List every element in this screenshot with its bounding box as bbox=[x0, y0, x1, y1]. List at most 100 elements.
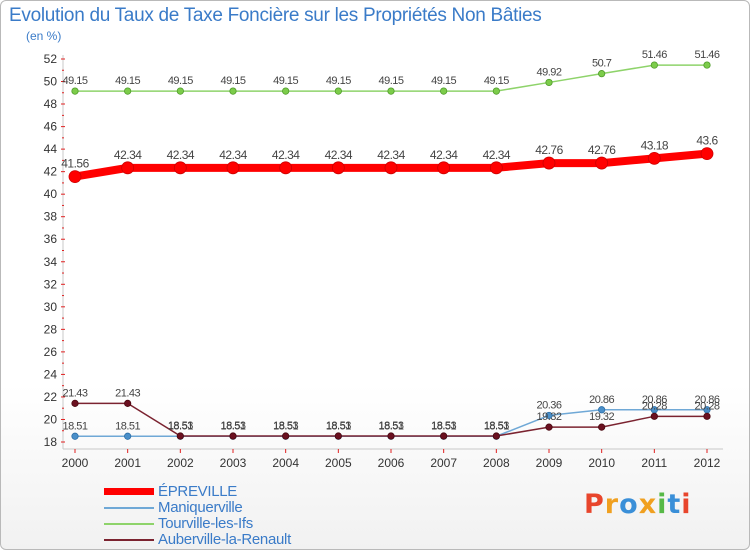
data-label: 49.15 bbox=[168, 75, 193, 87]
data-point bbox=[703, 61, 711, 69]
data-label: 49.15 bbox=[62, 75, 87, 87]
legend-swatch bbox=[104, 488, 154, 495]
y-tick-label: 36 bbox=[44, 232, 58, 246]
data-point bbox=[440, 87, 448, 95]
data-label: 42.34 bbox=[272, 148, 300, 162]
x-tick-label: 2001 bbox=[114, 456, 141, 470]
data-label: 18.51 bbox=[484, 420, 509, 432]
data-label: 51.46 bbox=[642, 49, 667, 61]
x-tick-label: 2010 bbox=[588, 456, 615, 470]
data-point bbox=[229, 87, 237, 95]
data-point bbox=[545, 78, 553, 87]
x-tick-label: 2012 bbox=[694, 456, 721, 470]
data-label: 43.18 bbox=[641, 138, 669, 152]
logo-letter: i bbox=[681, 489, 692, 520]
y-tick-label: 20 bbox=[44, 412, 58, 426]
proxiti-logo: Proxiti bbox=[584, 489, 692, 520]
data-point bbox=[437, 161, 451, 175]
data-point bbox=[703, 412, 711, 420]
data-point bbox=[334, 87, 342, 95]
data-point bbox=[700, 147, 714, 161]
data-point bbox=[598, 423, 606, 431]
logo-letter: x bbox=[638, 489, 658, 520]
data-point bbox=[71, 432, 79, 440]
data-point bbox=[71, 399, 79, 407]
data-label: 19.32 bbox=[589, 411, 614, 423]
data-label: 18.51 bbox=[273, 420, 298, 432]
data-label: 18.51 bbox=[378, 420, 403, 432]
data-point bbox=[440, 432, 448, 440]
data-label: 51.46 bbox=[694, 49, 719, 61]
x-tick-label: 2007 bbox=[430, 456, 457, 470]
y-tick-label: 50 bbox=[44, 75, 58, 89]
data-label: 42.76 bbox=[588, 143, 616, 157]
data-point bbox=[598, 406, 606, 414]
data-label: 20.28 bbox=[642, 400, 667, 412]
data-point bbox=[331, 161, 345, 175]
y-unit-label: (en %) bbox=[26, 29, 62, 43]
data-label: 18.53 bbox=[378, 420, 403, 432]
data-point bbox=[384, 161, 398, 175]
data-label: 42.34 bbox=[219, 148, 247, 162]
data-label: 42.76 bbox=[535, 143, 563, 157]
x-tick-label: 2003 bbox=[220, 456, 247, 470]
data-label: 49.15 bbox=[326, 75, 351, 87]
data-point bbox=[545, 423, 553, 431]
data-point bbox=[387, 87, 395, 95]
x-tick-label: 2006 bbox=[378, 456, 405, 470]
data-point bbox=[282, 432, 290, 440]
x-tick-label: 2004 bbox=[272, 456, 299, 470]
y-tick-label: 24 bbox=[44, 367, 58, 381]
x-tick-label: 2009 bbox=[536, 456, 563, 470]
y-tick-label: 48 bbox=[44, 97, 58, 111]
data-point bbox=[173, 161, 187, 175]
legend-swatch bbox=[104, 507, 154, 509]
legend-label: Tourville-les-Ifs bbox=[158, 515, 253, 532]
data-label: 18.51 bbox=[115, 420, 140, 432]
y-tick-label: 46 bbox=[44, 120, 58, 134]
data-point bbox=[489, 161, 503, 175]
data-label: 18.51 bbox=[168, 420, 193, 432]
data-label: 49.15 bbox=[431, 75, 456, 87]
data-point bbox=[176, 432, 184, 440]
x-tick-label: 2000 bbox=[62, 456, 89, 470]
data-label: 21.43 bbox=[115, 387, 140, 399]
data-label: 18.53 bbox=[484, 420, 509, 432]
y-tick-label: 52 bbox=[44, 52, 58, 66]
data-label: 18.53 bbox=[168, 420, 193, 432]
data-label: 20.86 bbox=[694, 394, 719, 406]
data-point bbox=[492, 432, 500, 440]
legend-swatch bbox=[104, 523, 154, 525]
data-label: 49.15 bbox=[378, 75, 403, 87]
data-label: 18.51 bbox=[62, 420, 87, 432]
data-label: 18.53 bbox=[273, 420, 298, 432]
data-label: 20.86 bbox=[589, 394, 614, 406]
legend-label: Auberville-la-Renault bbox=[158, 531, 291, 548]
data-point bbox=[282, 87, 290, 95]
y-tick-label: 40 bbox=[44, 187, 58, 201]
data-label: 18.53 bbox=[220, 420, 245, 432]
data-point bbox=[124, 399, 132, 407]
data-label: 49.92 bbox=[536, 66, 561, 78]
data-point bbox=[492, 87, 500, 95]
data-point bbox=[387, 432, 395, 440]
data-point bbox=[71, 87, 79, 95]
data-point bbox=[176, 87, 184, 95]
y-tick-label: 28 bbox=[44, 322, 58, 336]
data-label: 42.34 bbox=[325, 148, 353, 162]
data-point bbox=[124, 432, 132, 440]
data-point bbox=[68, 170, 82, 184]
legend-swatch bbox=[104, 539, 154, 541]
data-point bbox=[279, 161, 293, 175]
data-point bbox=[598, 70, 606, 78]
data-point bbox=[650, 61, 658, 69]
data-label: 20.28 bbox=[694, 400, 719, 412]
data-label: 18.53 bbox=[431, 420, 456, 432]
logo-letter: i bbox=[657, 489, 668, 520]
data-label: 42.34 bbox=[377, 148, 405, 162]
logo-letter: t bbox=[667, 489, 682, 520]
data-label: 42.34 bbox=[430, 148, 458, 162]
x-tick-label: 2011 bbox=[641, 456, 667, 470]
